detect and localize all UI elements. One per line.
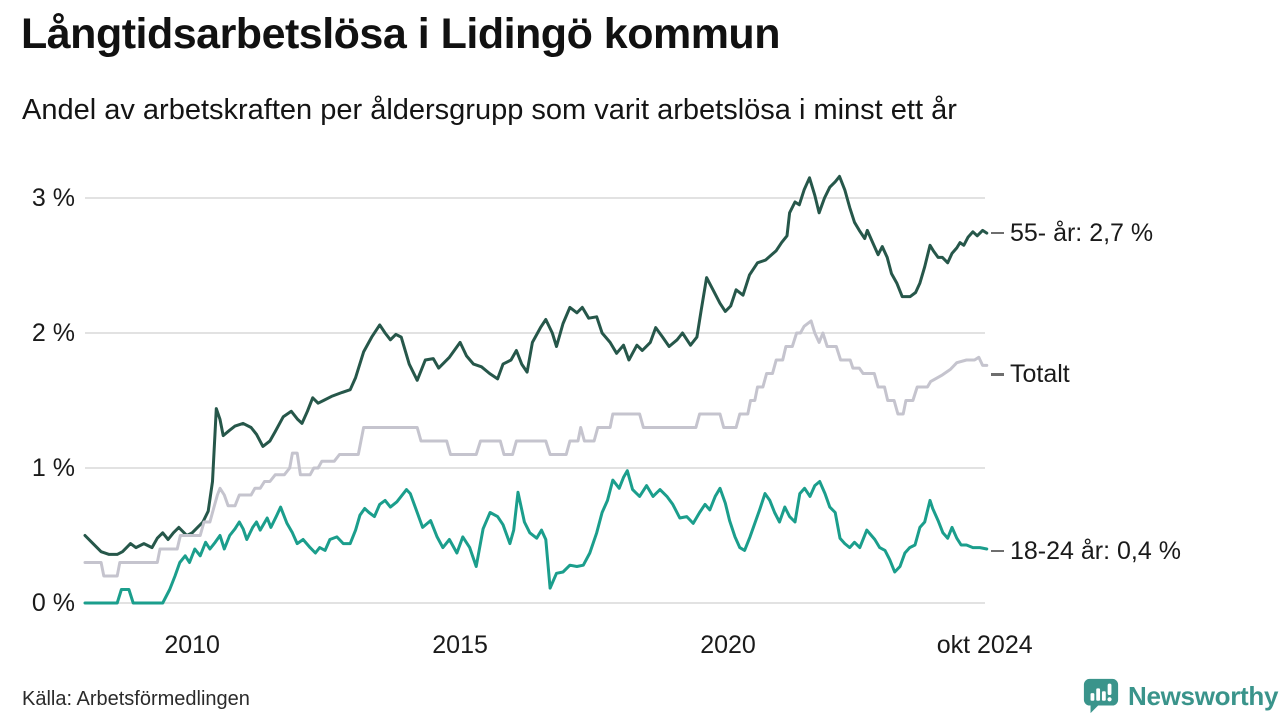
newsworthy-wordmark: Newsworthy xyxy=(1128,680,1279,711)
x-axis-tick-okt2024: okt 2024 xyxy=(936,631,1033,659)
y-axis-tick-1pct: 1 % xyxy=(31,454,75,482)
series-label-text: Totalt xyxy=(1010,359,1070,388)
leader-dash-icon xyxy=(991,373,1004,376)
x-axis-tick-2015: 2015 xyxy=(432,631,488,659)
y-axis-tick-0pct: 0 % xyxy=(31,589,75,617)
newsworthy-logo: Newsworthy xyxy=(1082,677,1278,715)
y-axis-tick-2pct: 2 % xyxy=(31,319,75,347)
source-attribution: Källa: Arbetsförmedlingen xyxy=(22,688,250,710)
newsworthy-bubble-chart-icon xyxy=(1083,678,1119,714)
series-label-55plus: 55- år: 2,7 % xyxy=(991,216,1153,250)
series-label-totalt: Totalt xyxy=(991,357,1070,391)
y-axis-tick-3pct: 3 % xyxy=(31,184,75,212)
series-label-18-24: 18-24 år: 0,4 % xyxy=(991,534,1181,568)
x-axis-tick-2010: 2010 xyxy=(164,631,220,659)
page-title: Långtidsarbetslösa i Lidingö kommun xyxy=(21,10,780,58)
page-subtitle: Andel av arbetskraften per åldersgrupp s… xyxy=(22,94,957,126)
series-label-text: 18-24 år: 0,4 % xyxy=(1010,536,1181,565)
leader-dash-icon xyxy=(991,231,1004,235)
x-axis-tick-2020: 2020 xyxy=(700,631,756,659)
series-label-text: 55- år: 2,7 % xyxy=(1010,218,1154,247)
leader-dash-icon xyxy=(991,549,1004,553)
